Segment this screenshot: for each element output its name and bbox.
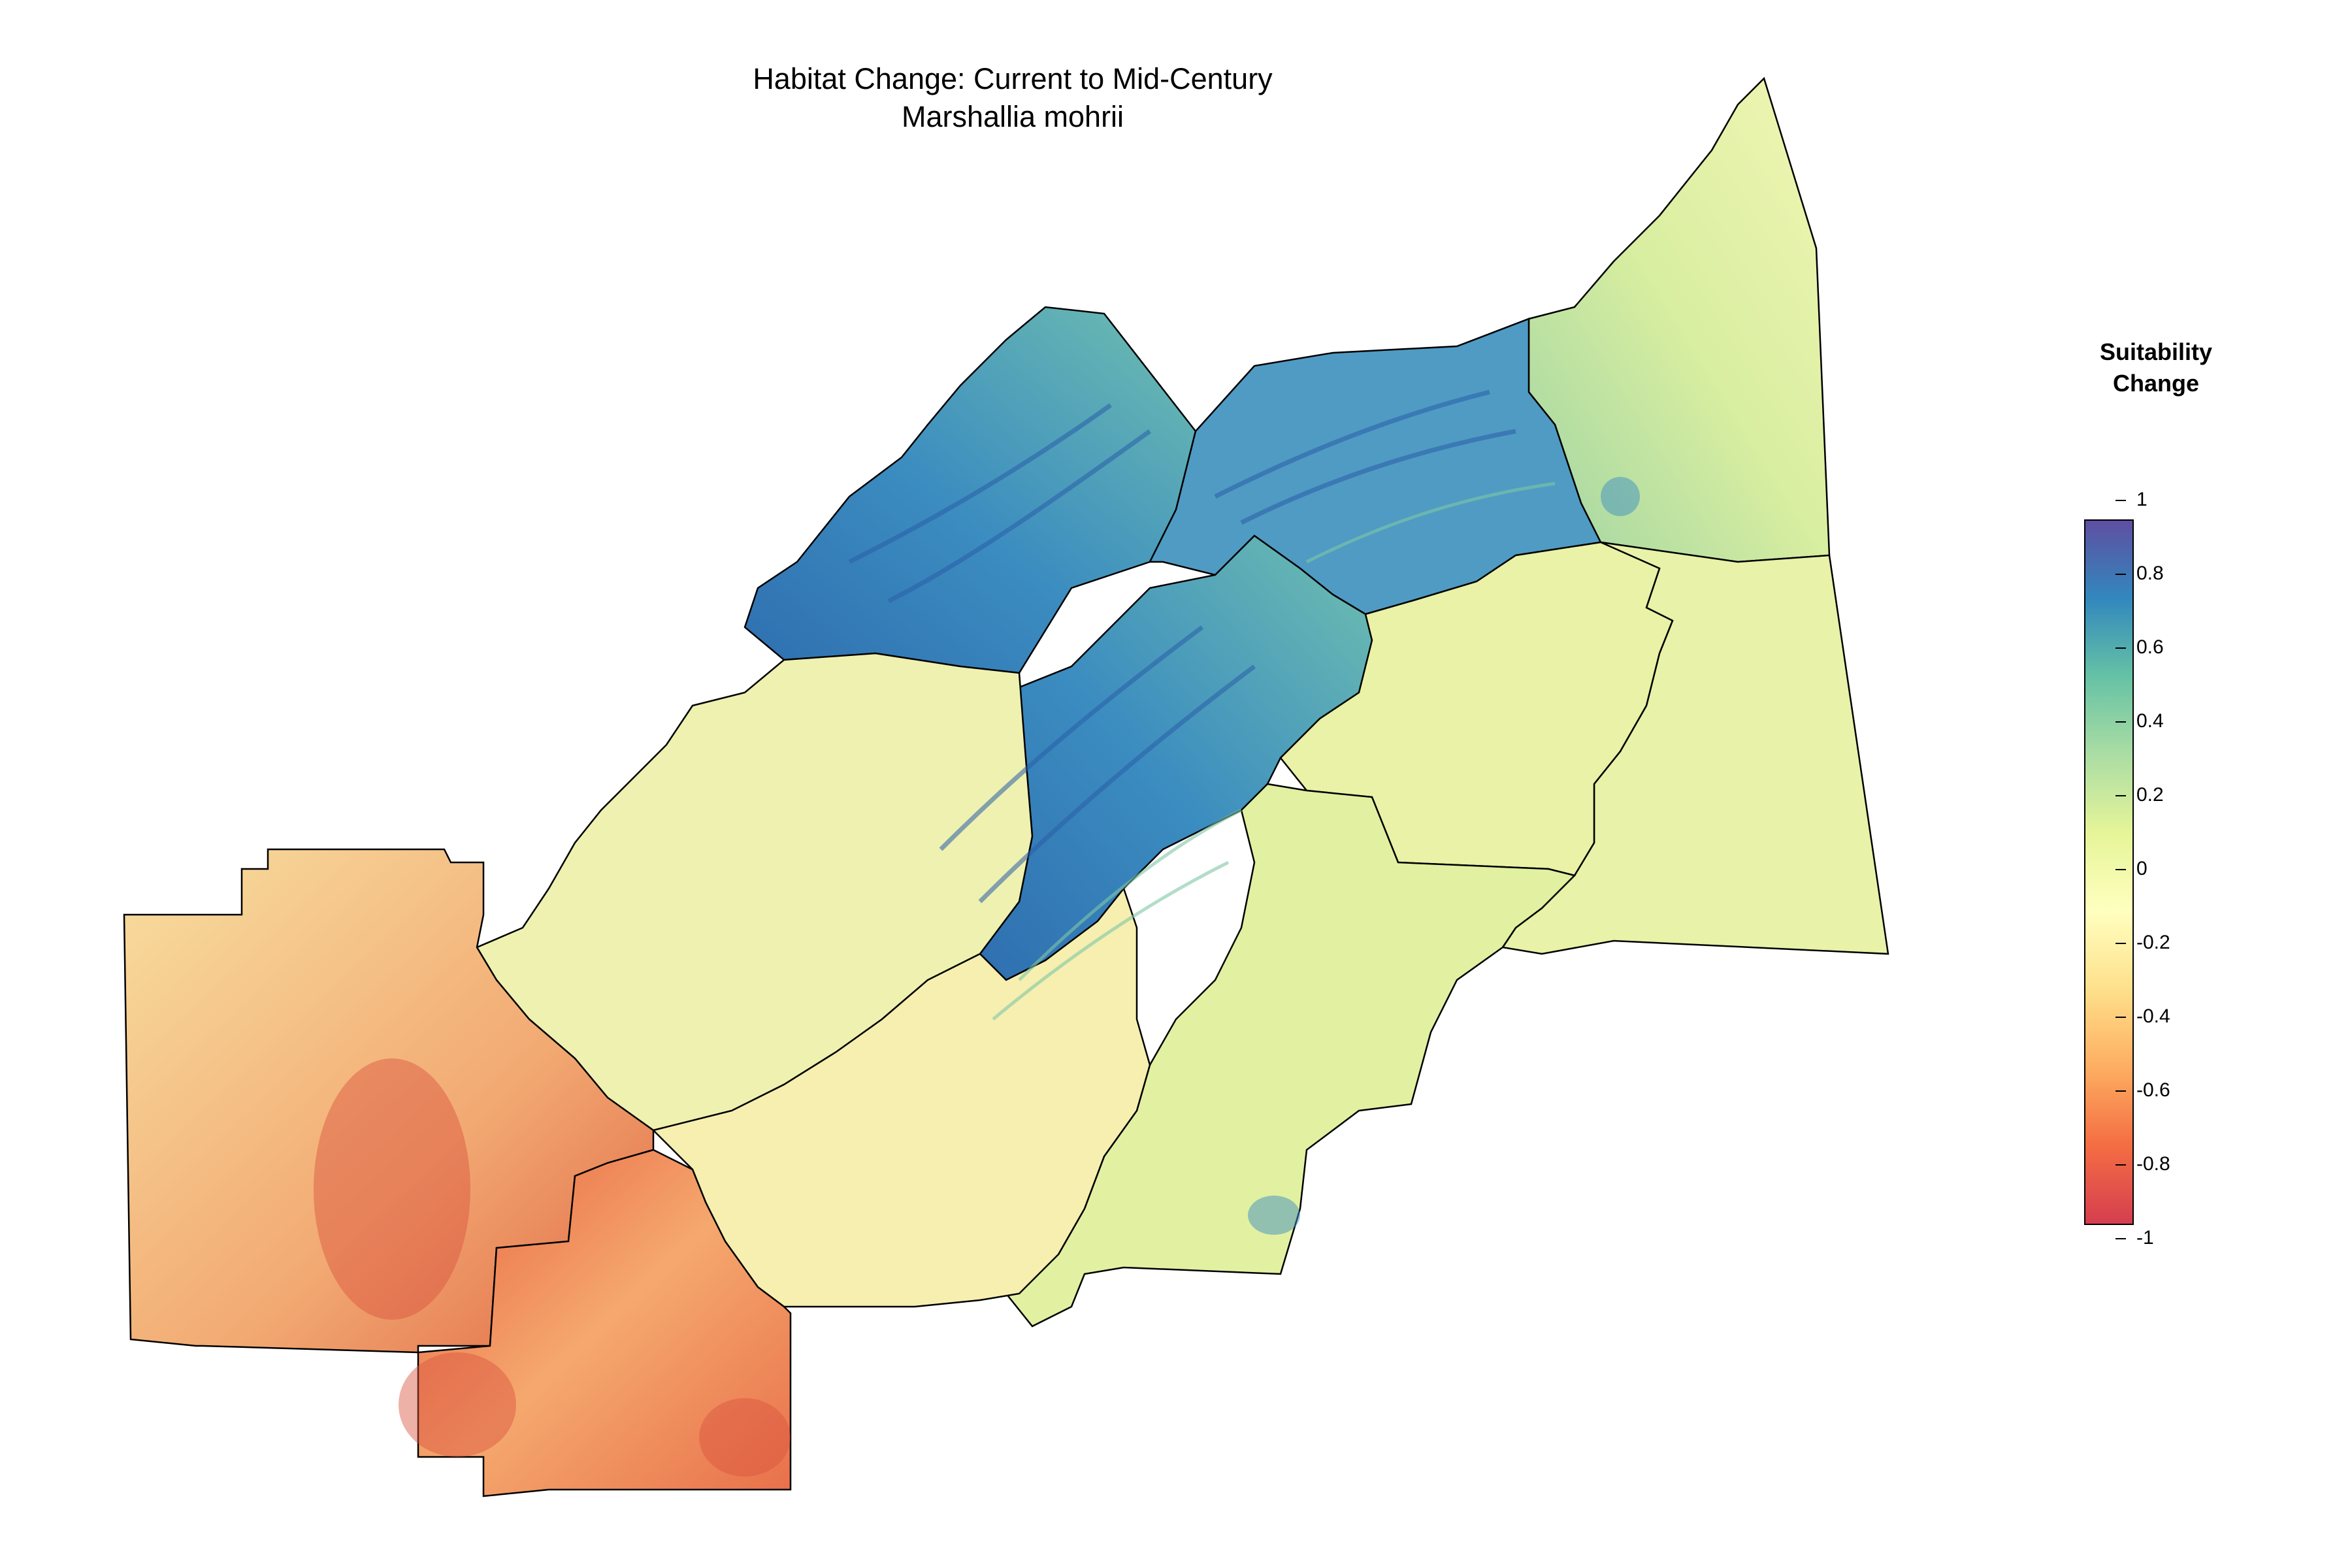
legend-tick-label: -1	[2136, 1227, 2154, 1249]
region-west	[123, 848, 655, 1354]
ridge-texture	[848, 389, 1516, 904]
legend-tick	[2115, 500, 2126, 501]
legend-tick-label: 0.6	[2136, 636, 2164, 658]
legend-tick	[2115, 1164, 2126, 1166]
legend-tick	[2115, 721, 2126, 723]
legend-tick	[2115, 574, 2126, 575]
legend-color-bar	[2084, 519, 2134, 1225]
cool-spots	[1248, 477, 1640, 1235]
legend-tick-label: 0.4	[2136, 710, 2164, 732]
region-central-east	[1279, 541, 1674, 877]
legend-tick-label: -0.4	[2136, 1005, 2170, 1027]
legend-tick-label: 1	[2136, 489, 2148, 510]
map-title-line2: Marshallia mohrii	[901, 100, 1124, 133]
legend-title-line2: Change	[2112, 370, 2199, 397]
legend-tick-label: -0.8	[2136, 1153, 2170, 1175]
ridge-highlights	[992, 482, 1556, 1021]
legend-tick	[2115, 1090, 2126, 1092]
map-title: Habitat Change: Current to Mid-Century M…	[523, 60, 1503, 136]
heat-texture	[314, 1058, 791, 1477]
legend-tick	[2115, 795, 2126, 796]
legend-title: Suitability Change	[2058, 336, 2254, 399]
map-title-line1: Habitat Change: Current to Mid-Century	[753, 62, 1273, 95]
region-south	[417, 1149, 792, 1497]
legend-tick-label: 0	[2136, 858, 2148, 879]
legend-tick	[2115, 647, 2126, 649]
legend-title-line1: Suitability	[2099, 338, 2213, 365]
legend-tick	[2115, 1017, 2126, 1018]
legend-tick	[2115, 943, 2126, 944]
legend-tick-label: 0.8	[2136, 563, 2164, 584]
legend-tick	[2115, 869, 2126, 870]
legend-tick-label: -0.6	[2136, 1079, 2170, 1101]
legend-tick	[2115, 1238, 2126, 1239]
legend-tick-label: 0.2	[2136, 784, 2164, 806]
legend-tick-label: -0.2	[2136, 932, 2170, 953]
